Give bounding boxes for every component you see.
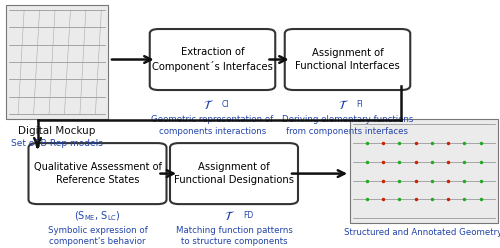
Text: Assignment of
Functional Interfaces: Assignment of Functional Interfaces [295, 48, 400, 71]
Text: Set of B-Rep models: Set of B-Rep models [10, 139, 102, 148]
Text: Matching function patterns
to structure components: Matching function patterns to structure … [176, 226, 292, 247]
Bar [350, 119, 498, 223]
Text: Geometric representation of
components interactions: Geometric representation of components i… [152, 115, 274, 136]
Text: $\mathcal{T}$: $\mathcal{T}$ [338, 99, 349, 112]
Text: CI: CI [222, 100, 229, 109]
Text: Symbolic expression of
component's behavior: Symbolic expression of component's behav… [48, 226, 148, 247]
FancyBboxPatch shape [28, 143, 166, 204]
Text: FI: FI [356, 100, 363, 109]
Text: Assignment of
Functional Designations: Assignment of Functional Designations [174, 162, 294, 186]
Text: Qualitative Assessment of
Reference States: Qualitative Assessment of Reference Stat… [34, 162, 162, 186]
FancyBboxPatch shape [170, 143, 298, 204]
Text: (S$_{\mathregular{ME}}$, S$_{\mathregular{LC}}$): (S$_{\mathregular{ME}}$, S$_{\mathregula… [74, 210, 121, 223]
Bar [6, 5, 108, 119]
Bar [350, 119, 498, 223]
Text: $\mathcal{T}$: $\mathcal{T}$ [203, 99, 214, 112]
Text: Structured and Annotated Geometry: Structured and Annotated Geometry [344, 228, 500, 237]
Bar [6, 5, 108, 119]
Text: $\mathcal{T}$: $\mathcal{T}$ [224, 210, 235, 222]
FancyBboxPatch shape [284, 29, 410, 90]
FancyBboxPatch shape [150, 29, 275, 90]
Text: Deriving elementary functions
from components interfaces: Deriving elementary functions from compo… [282, 115, 413, 136]
Text: FD: FD [243, 211, 254, 220]
Text: Digital Mockup: Digital Mockup [18, 126, 95, 136]
Text: Extraction of
Component´s Interfaces: Extraction of Component´s Interfaces [152, 47, 273, 72]
